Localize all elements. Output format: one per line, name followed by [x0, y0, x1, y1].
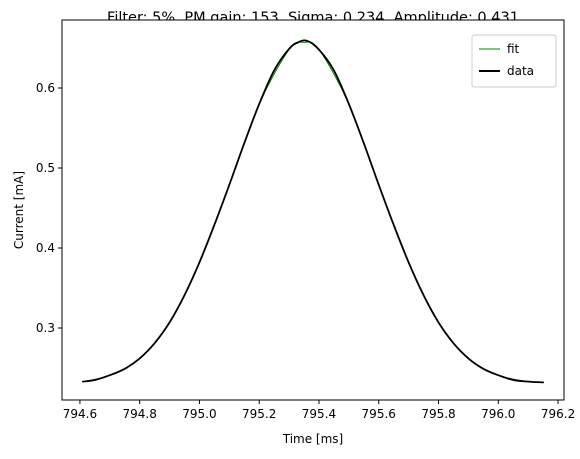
y-axis: 0.3 0.4 0.5 0.6	[36, 81, 62, 335]
plot-frame	[61, 19, 565, 401]
series-line-data	[82, 39, 544, 384]
legend-fit-label: fit	[507, 42, 520, 56]
legend-box	[471, 34, 557, 88]
x-tick-label: 796.2	[541, 407, 575, 421]
legend: fit data	[471, 34, 557, 88]
x-tick-label: 795.0	[182, 407, 216, 421]
x-tick-label: 796.0	[481, 407, 515, 421]
x-tick-label: 795.4	[302, 407, 336, 421]
series-group	[82, 39, 544, 384]
x-tick-label: 794.8	[123, 407, 157, 421]
x-axis: 794.6 794.8 795.0 795.2 795.4 795.6 795.8 796.0…	[63, 400, 575, 421]
x-tick-label: 794.6	[63, 407, 97, 421]
y-axis-label: Current [mA]	[12, 171, 26, 249]
x-tick-label: 795.8	[421, 407, 455, 421]
x-tick-label: 795.2	[242, 407, 276, 421]
legend-data-label: data	[507, 64, 534, 78]
y-tick-label: 0.6	[36, 81, 55, 95]
x-axis-label: Time [ms]	[282, 432, 344, 446]
y-tick-label: 0.4	[36, 241, 55, 255]
y-tick-label: 0.5	[36, 161, 55, 175]
y-tick-label: 0.3	[36, 321, 55, 335]
x-tick-label: 795.6	[362, 407, 396, 421]
